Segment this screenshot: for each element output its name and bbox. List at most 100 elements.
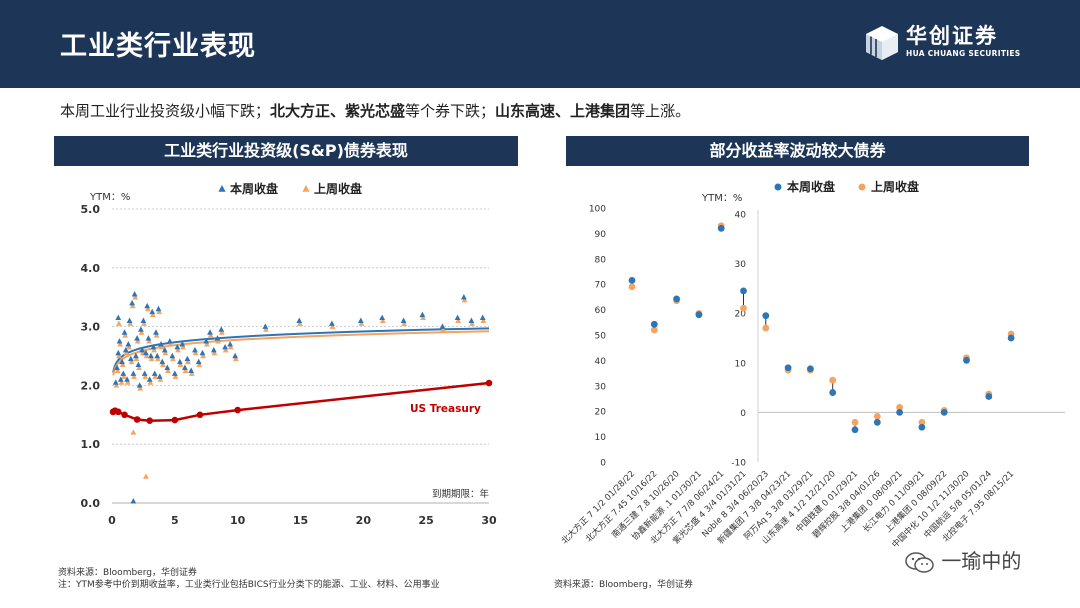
scatter-point: [154, 355, 161, 362]
scatter-point: [169, 352, 176, 359]
scatter-point: [227, 343, 234, 350]
x-tick-label: 20: [356, 514, 372, 527]
scatter-point: [114, 364, 120, 370]
trend-line: [112, 327, 490, 373]
scatter-point: [160, 361, 166, 368]
scatter-point: [329, 320, 335, 326]
scatter-point: [136, 364, 142, 370]
scatter-point: [131, 291, 138, 297]
last-week-point: [628, 283, 636, 291]
y-tick-label: 2.0: [81, 379, 101, 392]
x-tick-label: 15: [293, 514, 308, 527]
scatter-point: [192, 349, 199, 356]
scatter-point: [174, 343, 181, 350]
right-y-tick: 20: [735, 310, 747, 320]
volatile-bond-chart: 0 10 20 30 40 50 60 70 80 90 100 -10 0 10 20 30 40 YTM：% 本…: [559, 179, 1065, 550]
left-y-tick: 50: [595, 332, 607, 342]
summary-bold-1: 北大方正、紫光芯盛: [270, 102, 406, 120]
scatter-point: [118, 379, 125, 385]
scatter-point: [119, 358, 125, 365]
this-week-point: [940, 409, 948, 416]
scatter-point: [126, 317, 133, 323]
left-y-tick: 40: [595, 357, 607, 367]
y-axis-label: YTM：%: [701, 193, 742, 204]
scatter-point: [130, 370, 137, 376]
scatter-point: [455, 317, 462, 323]
scatter-point: [136, 382, 143, 388]
scatter-point: [131, 373, 137, 379]
legend-label: 上周收盘: [871, 179, 919, 194]
page-title: 工业类行业表现: [60, 31, 256, 62]
scatter-point: [211, 349, 218, 356]
this-week-point: [717, 224, 725, 232]
scatter-point: [210, 346, 217, 353]
scatter-point: [167, 341, 174, 347]
scatter-point: [153, 332, 160, 338]
scatter-point: [159, 358, 166, 365]
scatter-point: [177, 361, 184, 368]
right-y-tick: 40: [735, 211, 747, 221]
y-tick-label: 1.0: [81, 438, 101, 451]
scatter-point: [203, 341, 210, 347]
scatter-point: [151, 346, 157, 353]
scatter-point: [184, 355, 191, 362]
scatter-point: [164, 364, 171, 370]
scatter-point: [296, 320, 303, 326]
treasury-point: [485, 379, 493, 387]
scatter-point: [170, 355, 176, 362]
scatter-point: [149, 308, 156, 315]
scatter-point: [130, 498, 137, 504]
left-y-tick: 80: [595, 255, 607, 265]
scatter-point: [468, 317, 475, 323]
scatter-point: [207, 329, 213, 335]
scatter-point: [232, 355, 239, 362]
scatter-point: [120, 370, 127, 376]
this-week-point: [985, 393, 993, 400]
this-week-point: [1007, 334, 1015, 342]
right-y-tick: 10: [735, 359, 747, 369]
scatter-point: [296, 317, 303, 323]
left-y-tick: 60: [595, 306, 607, 316]
logo-cn-text: 华创证券: [906, 24, 998, 48]
y-tick-label: 4.0: [81, 262, 101, 275]
trend-line: [112, 330, 490, 376]
scatter-point: [144, 305, 151, 312]
last-week-point: [829, 376, 837, 384]
scatter-point: [192, 346, 198, 353]
scatter-point: [199, 349, 206, 356]
left-y-tick: 0: [600, 459, 606, 469]
scatter-point: [134, 338, 141, 344]
legend-label: 本周收盘: [787, 179, 835, 194]
scatter-point: [132, 352, 139, 359]
x-tick-label: 30: [481, 514, 497, 527]
scatter-point: [144, 302, 151, 309]
scatter-point: [232, 352, 239, 359]
this-week-point: [896, 409, 903, 416]
right-chart-title: 部分收益率波动较大债券: [566, 136, 1029, 166]
scatter-point: [460, 294, 467, 300]
y-tick-label: 3.0: [81, 321, 101, 334]
scatter-point: [141, 320, 147, 326]
scatter-point: [419, 311, 426, 318]
scatter-point: [139, 346, 146, 353]
scatter-point: [156, 373, 163, 379]
ig-bond-scatter-chart: 0.0 1.0 2.0 3.0 4.0 5.0 0 5 10 15 20 25 30 YTM：% 到期期限：…: [81, 181, 497, 527]
scatter-point: [151, 370, 158, 376]
scatter-point: [162, 349, 169, 356]
x-tick-label: 5: [171, 514, 179, 527]
scatter-point: [123, 349, 130, 356]
scatter-point: [329, 323, 336, 329]
scatter-point: [115, 349, 122, 356]
scatter-point: [195, 358, 202, 365]
scatter-point: [479, 314, 486, 321]
scatter-point: [161, 346, 168, 353]
scatter-point: [218, 326, 225, 332]
treasury-point: [121, 411, 128, 419]
x-tick-label: 0: [108, 514, 116, 527]
last-week-point: [762, 324, 770, 332]
this-week-point: [829, 389, 837, 396]
scatter-point: [143, 349, 149, 356]
scatter-point: [132, 294, 139, 300]
scatter-point: [129, 302, 136, 309]
scatter-point: [379, 317, 386, 323]
